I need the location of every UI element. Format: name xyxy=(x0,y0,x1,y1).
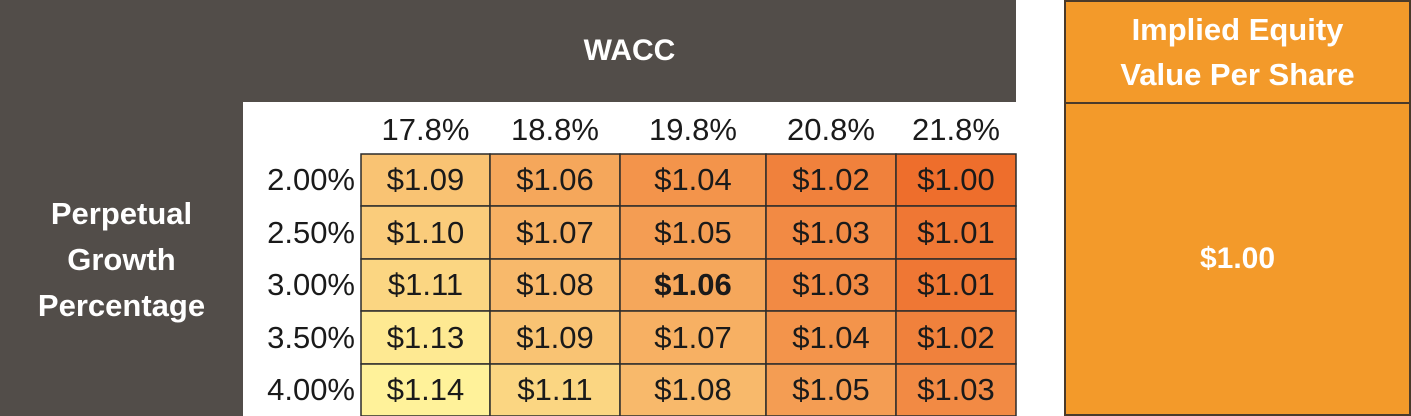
heatmap-cell-2-3 xyxy=(765,258,897,312)
heatmap-cell-1-2 xyxy=(619,205,767,260)
heatmap-cell-0-4 xyxy=(895,153,1017,207)
chart-title: WACC xyxy=(583,34,676,67)
heatmap-cell-label-1-2: $1.05 xyxy=(654,214,732,250)
row-tick-label-3: 3.50% xyxy=(267,319,355,355)
row-axis-title-line-1: Perpetual xyxy=(50,196,193,231)
heatmap-cell-label-4-4: $1.03 xyxy=(917,372,995,407)
heatmap-cell-label-4-0: $1.14 xyxy=(386,372,465,407)
heatmap-cell-1-0 xyxy=(360,205,491,260)
row-tick-label-1: 2.50% xyxy=(267,214,355,250)
heatmap-cell-label-2-2: $1.06 xyxy=(654,267,732,302)
heatmap-cell-label-3-4: $1.02 xyxy=(917,319,995,355)
heatmap-cell-label-3-2: $1.07 xyxy=(654,319,732,355)
heatmap-cell-3-3 xyxy=(765,310,897,365)
implied-value-title: Implied Equity Value Per Share xyxy=(1066,2,1409,102)
heatmap-cell-label-4-2: $1.08 xyxy=(654,372,732,407)
heatmap-cell-3-0 xyxy=(360,310,491,365)
heatmap-cell-4-4 xyxy=(895,363,1017,416)
heatmap-cell-2-4 xyxy=(895,258,1017,312)
heatmap-cell-label-0-4: $1.00 xyxy=(917,162,995,197)
row-axis-title: Perpetual Growth Percentage xyxy=(0,180,243,340)
row-axis-title-line-3: Percentage xyxy=(37,288,206,323)
heatmap-cell-label-1-4: $1.01 xyxy=(917,214,995,250)
implied-value-panel xyxy=(1064,0,1411,416)
implied-title-line-2: Value Per Share xyxy=(1120,57,1355,92)
heatmap-cell-label-0-3: $1.02 xyxy=(792,162,870,197)
row-axis-panel xyxy=(0,102,243,416)
row-tick-label-2: 3.00% xyxy=(267,267,355,302)
heatmap-cell-label-3-1: $1.09 xyxy=(516,319,594,355)
col-tick-label-2: 19.8% xyxy=(649,112,737,147)
heatmap-cell-1-4 xyxy=(895,205,1017,260)
heatmap-cell-label-2-3: $1.03 xyxy=(792,267,870,302)
heatmap-cell-label-0-1: $1.06 xyxy=(516,162,594,197)
heatmap-cell-2-1 xyxy=(489,258,621,312)
heatmap-cell-label-1-1: $1.07 xyxy=(516,214,594,250)
heatmap-cell-0-1 xyxy=(489,153,621,207)
heatmap-cell-4-2 xyxy=(619,363,767,416)
heatmap-cell-4-3 xyxy=(765,363,897,416)
heatmap-cell-label-2-1: $1.08 xyxy=(516,267,594,302)
col-tick-label-0: 17.8% xyxy=(381,112,470,147)
implied-title-line-1: Implied Equity xyxy=(1131,12,1344,47)
heatmap-cell-label-3-0: $1.13 xyxy=(386,319,465,355)
col-tick-label-4: 21.8% xyxy=(912,112,1000,147)
col-tick-label-1: 18.8% xyxy=(511,112,599,147)
row-axis-title-line-2: Growth xyxy=(67,242,176,277)
heatmap-cell-3-2 xyxy=(619,310,767,365)
heatmap-cell-label-0-0: $1.09 xyxy=(386,162,465,197)
heatmap-cell-3-1 xyxy=(489,310,621,365)
heatmap-cell-label-1-0: $1.10 xyxy=(386,214,465,250)
heatmap-cell-label-3-3: $1.04 xyxy=(792,319,870,355)
heatmap-cell-label-2-4: $1.01 xyxy=(917,267,995,302)
row-tick-label-0: 2.00% xyxy=(267,162,355,197)
heatmap-cell-0-3 xyxy=(765,153,897,207)
heatmap-cell-label-4-3: $1.05 xyxy=(792,372,870,407)
implied-value-amount: $1.00 xyxy=(1199,242,1276,275)
heatmap-cell-label-1-3: $1.03 xyxy=(792,214,870,250)
row-tick-label-4: 4.00% xyxy=(267,372,355,407)
col-tick-label-3: 20.8% xyxy=(787,112,875,147)
heatmap-cell-label-0-2: $1.04 xyxy=(654,162,732,197)
heatmap-cell-label-4-1: $1.11 xyxy=(517,372,593,407)
wacc-header-banner xyxy=(0,0,1016,102)
heatmap-cell-2-2 xyxy=(619,258,767,312)
heatmap-cell-label-2-0: $1.11 xyxy=(387,267,464,302)
heatmap-cell-4-1 xyxy=(489,363,621,416)
implied-value-divider xyxy=(1064,102,1411,104)
